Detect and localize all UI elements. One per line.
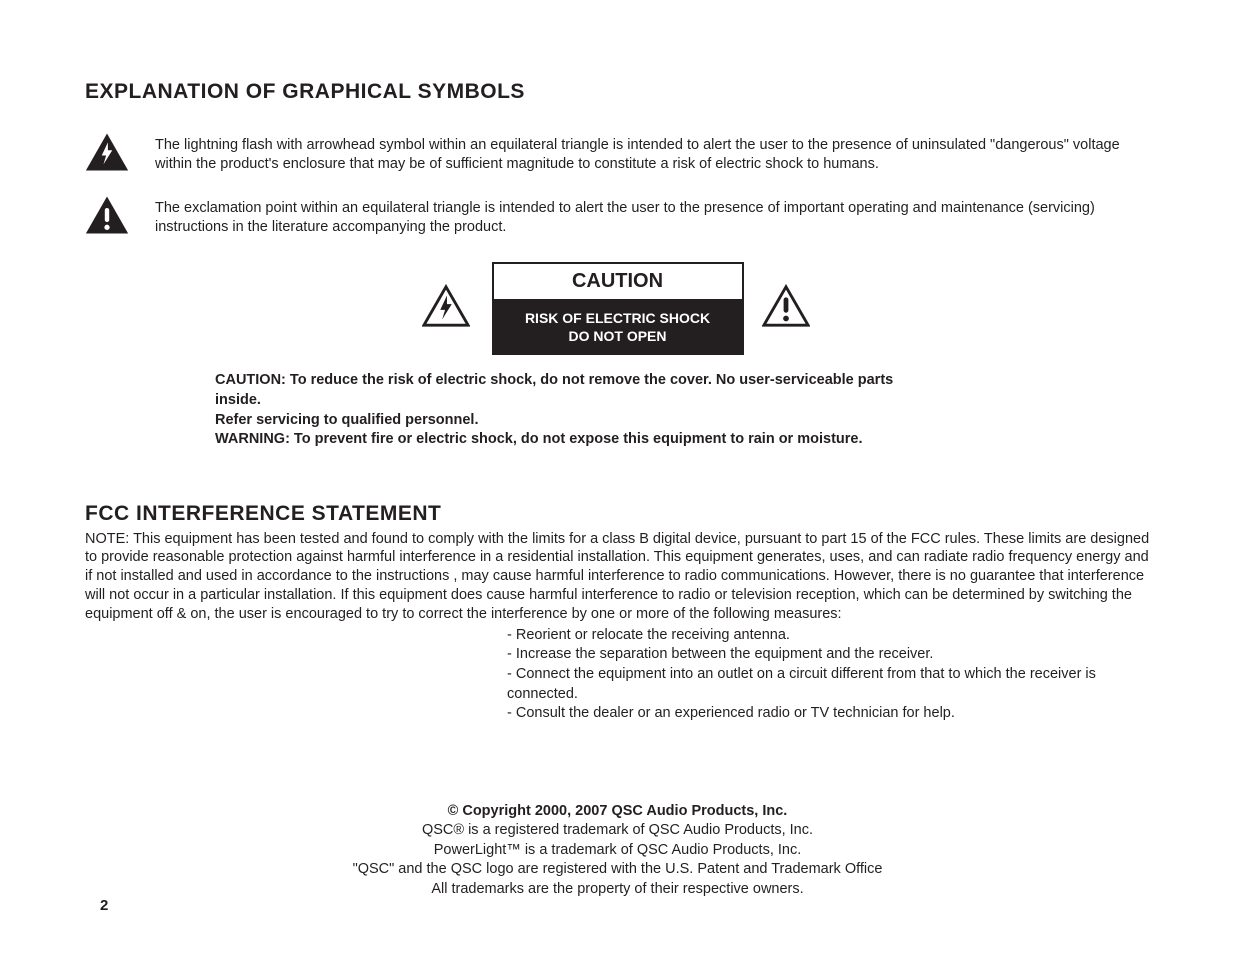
exclamation-description: The exclamation point within an equilate… <box>155 195 1150 237</box>
caution-body-line1: RISK OF ELECTRIC SHOCK <box>525 310 710 326</box>
section-title-symbols: EXPLANATION OF GRAPHICAL SYMBOLS <box>85 80 1150 104</box>
lightning-description: The lightning flash with arrowhead symbo… <box>155 132 1150 174</box>
fcc-body: NOTE: This equipment has been tested and… <box>85 530 1150 624</box>
copyright-line2: PowerLight™ is a trademark of QSC Audio … <box>85 841 1150 861</box>
caution-box: CAUTION RISK OF ELECTRIC SHOCK DO NOT OP… <box>492 262 744 355</box>
caution-text-line1: CAUTION: To reduce the risk of electric … <box>215 371 895 410</box>
exclamation-symbol-row: The exclamation point within an equilate… <box>85 195 1150 240</box>
copyright-block: © Copyright 2000, 2007 QSC Audio Product… <box>85 802 1150 900</box>
caution-body-line2: DO NOT OPEN <box>568 328 666 344</box>
caution-text-block: CAUTION: To reduce the risk of electric … <box>215 371 895 449</box>
lightning-triangle-icon <box>85 132 133 177</box>
fcc-list-item: - Reorient or relocate the receiving ant… <box>507 626 1150 646</box>
exclamation-outline-icon <box>762 284 814 333</box>
copyright-title: © Copyright 2000, 2007 QSC Audio Product… <box>85 802 1150 822</box>
lightning-outline-icon <box>422 284 474 333</box>
lightning-symbol-row: The lightning flash with arrowhead symbo… <box>85 132 1150 177</box>
caution-header: CAUTION <box>494 264 742 301</box>
caution-text-line2: Refer servicing to qualified personnel. <box>215 411 895 431</box>
caution-text-line3: WARNING: To prevent fire or electric sho… <box>215 430 895 450</box>
caution-block: CAUTION RISK OF ELECTRIC SHOCK DO NOT OP… <box>85 262 1150 450</box>
fcc-section: FCC INTERFERENCE STATEMENT NOTE: This eq… <box>85 502 1150 724</box>
caution-body: RISK OF ELECTRIC SHOCK DO NOT OPEN <box>494 301 742 353</box>
copyright-line4: All trademarks are the property of their… <box>85 880 1150 900</box>
fcc-list-item: - Connect the equipment into an outlet o… <box>507 665 1150 704</box>
exclamation-triangle-icon <box>85 195 133 240</box>
page-number: 2 <box>100 897 108 914</box>
copyright-line1: QSC® is a registered trademark of QSC Au… <box>85 821 1150 841</box>
caution-box-row: CAUTION RISK OF ELECTRIC SHOCK DO NOT OP… <box>422 262 814 355</box>
fcc-list-item: - Increase the separation between the eq… <box>507 645 1150 665</box>
fcc-measures-list: - Reorient or relocate the receiving ant… <box>507 626 1150 724</box>
copyright-line3: "QSC" and the QSC logo are registered wi… <box>85 860 1150 880</box>
section-title-fcc: FCC INTERFERENCE STATEMENT <box>85 502 1150 526</box>
fcc-list-item: - Consult the dealer or an experienced r… <box>507 704 1150 724</box>
